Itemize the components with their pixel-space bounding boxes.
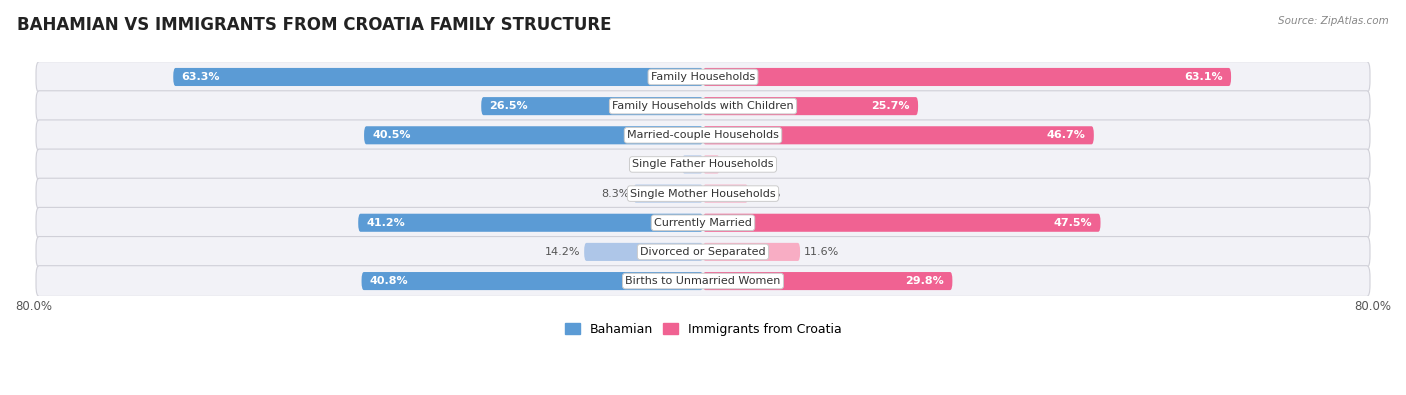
FancyBboxPatch shape	[703, 68, 1232, 86]
FancyBboxPatch shape	[703, 126, 1094, 144]
FancyBboxPatch shape	[364, 126, 703, 144]
Text: Single Mother Households: Single Mother Households	[630, 188, 776, 199]
Text: 5.4%: 5.4%	[752, 188, 780, 199]
FancyBboxPatch shape	[703, 155, 720, 173]
Legend: Bahamian, Immigrants from Croatia: Bahamian, Immigrants from Croatia	[560, 318, 846, 341]
Text: 41.2%: 41.2%	[367, 218, 405, 228]
FancyBboxPatch shape	[703, 272, 952, 290]
FancyBboxPatch shape	[37, 237, 1369, 267]
Text: 47.5%: 47.5%	[1053, 218, 1092, 228]
FancyBboxPatch shape	[361, 272, 703, 290]
Text: 25.7%: 25.7%	[872, 101, 910, 111]
Text: Single Father Households: Single Father Households	[633, 160, 773, 169]
FancyBboxPatch shape	[703, 214, 1101, 232]
FancyBboxPatch shape	[634, 184, 703, 203]
FancyBboxPatch shape	[37, 266, 1369, 296]
Text: Family Households with Children: Family Households with Children	[612, 101, 794, 111]
Text: 2.0%: 2.0%	[724, 160, 752, 169]
Text: Source: ZipAtlas.com: Source: ZipAtlas.com	[1278, 16, 1389, 26]
Text: 40.8%: 40.8%	[370, 276, 409, 286]
FancyBboxPatch shape	[37, 62, 1369, 92]
Text: 29.8%: 29.8%	[905, 276, 943, 286]
Text: Married-couple Households: Married-couple Households	[627, 130, 779, 140]
FancyBboxPatch shape	[37, 149, 1369, 180]
Text: 63.1%: 63.1%	[1184, 72, 1223, 82]
Text: 46.7%: 46.7%	[1046, 130, 1085, 140]
FancyBboxPatch shape	[583, 243, 703, 261]
Text: 26.5%: 26.5%	[489, 101, 529, 111]
FancyBboxPatch shape	[703, 184, 748, 203]
Text: 63.3%: 63.3%	[181, 72, 221, 82]
Text: 14.2%: 14.2%	[544, 247, 581, 257]
Text: Births to Unmarried Women: Births to Unmarried Women	[626, 276, 780, 286]
Text: 40.5%: 40.5%	[373, 130, 411, 140]
FancyBboxPatch shape	[37, 91, 1369, 122]
Text: Divorced or Separated: Divorced or Separated	[640, 247, 766, 257]
Text: 2.5%: 2.5%	[650, 160, 678, 169]
Text: Currently Married: Currently Married	[654, 218, 752, 228]
Text: Family Households: Family Households	[651, 72, 755, 82]
FancyBboxPatch shape	[359, 214, 703, 232]
Text: 8.3%: 8.3%	[600, 188, 630, 199]
FancyBboxPatch shape	[37, 207, 1369, 238]
FancyBboxPatch shape	[173, 68, 703, 86]
FancyBboxPatch shape	[703, 97, 918, 115]
FancyBboxPatch shape	[682, 155, 703, 173]
FancyBboxPatch shape	[37, 120, 1369, 150]
Text: BAHAMIAN VS IMMIGRANTS FROM CROATIA FAMILY STRUCTURE: BAHAMIAN VS IMMIGRANTS FROM CROATIA FAMI…	[17, 16, 612, 34]
Text: 11.6%: 11.6%	[804, 247, 839, 257]
FancyBboxPatch shape	[703, 243, 800, 261]
FancyBboxPatch shape	[37, 178, 1369, 209]
FancyBboxPatch shape	[481, 97, 703, 115]
